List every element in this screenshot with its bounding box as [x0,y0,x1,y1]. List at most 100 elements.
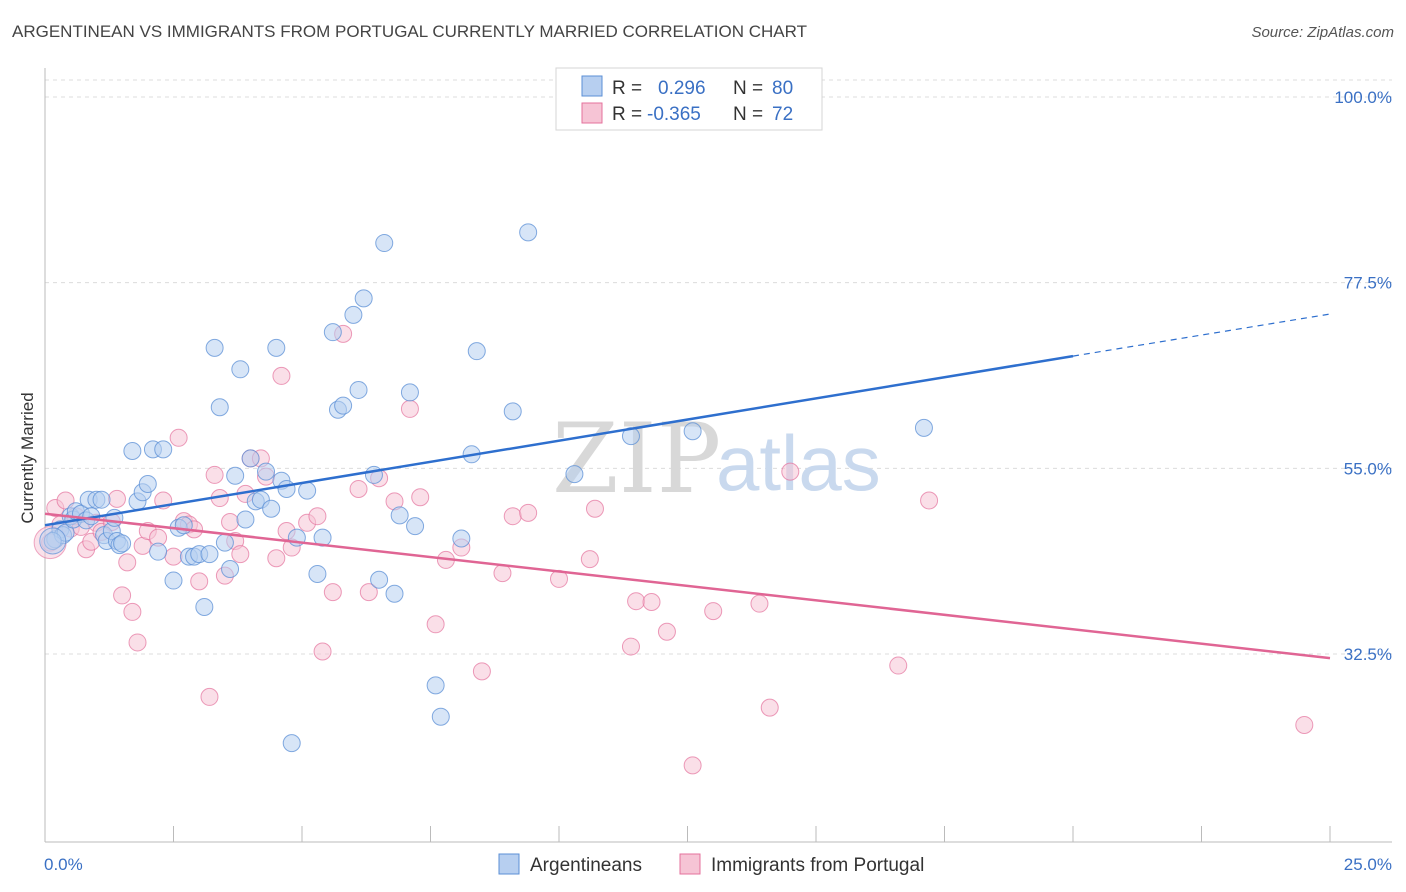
data-point-argentineans [914,418,933,437]
data-point-portugal [359,583,378,602]
data-point-argentineans [221,560,240,579]
bottom-legend-swatch-portugal [679,853,701,875]
data-point-portugal [704,602,723,621]
data-point-argentineans [431,707,450,726]
data-point-argentineans [334,396,353,415]
data-point-argentineans [503,402,522,421]
data-point-portugal [267,549,286,568]
legend: R = 0.296 N = 80 R = -0.365 N = 72 [555,67,823,131]
data-point-argentineans [277,479,296,498]
legend-r-value-2: -0.365 [647,104,701,125]
data-point-argentineans [262,499,281,518]
data-point-argentineans [92,490,111,509]
data-point-portugal [627,592,646,611]
data-point-argentineans [123,442,142,461]
bottom-legend: Argentineans Immigrants from Portugal [498,853,924,876]
data-point-portugal [426,615,445,634]
data-point-portugal [781,462,800,481]
legend-r-value-1: 0.296 [658,78,706,99]
data-point-argentineans [226,466,245,485]
axes [44,68,1392,843]
data-point-argentineans [344,305,363,324]
data-point-argentineans [195,597,214,616]
data-point-portugal [164,547,183,566]
data-point-portugal [519,503,538,522]
legend-swatch-pink [581,102,603,124]
bottom-legend-portugal: Immigrants from Portugal [711,855,924,876]
data-point-portugal [118,553,137,572]
trend-line-portugal [44,512,1331,660]
data-point-portugal [221,512,240,531]
data-point-portugal [349,479,368,498]
data-point-argentineans [138,475,157,494]
data-point-portugal [205,465,224,484]
data-point-portugal [760,698,779,717]
data-point-argentineans [375,234,394,253]
data-point-argentineans [282,734,301,753]
data-point-argentineans [241,449,260,468]
source-label: Source: ZipAtlas.com [1251,24,1394,41]
data-point-argentineans [385,584,404,603]
data-point-argentineans [400,383,419,402]
trend-line-argentineans [44,354,1074,527]
data-point-portugal [889,656,908,675]
data-point-portugal [1295,715,1314,734]
data-point-portugal [200,687,219,706]
data-point-argentineans [323,323,342,342]
data-point-argentineans [565,465,584,484]
data-point-portugal [323,583,342,602]
legend-n-value-2: 72 [772,104,793,125]
watermark: ZIP atlas [552,403,881,515]
data-point-argentineans [113,534,132,553]
data-point-argentineans [390,506,409,525]
bottom-legend-argentineans: Argentineans [530,855,642,876]
data-point-argentineans [308,564,327,583]
data-point-argentineans [354,289,373,308]
x-tick-label-min: 0.0% [44,855,83,874]
data-point-argentineans [200,545,219,564]
legend-r-label-2: R = [612,104,642,125]
data-point-argentineans [257,462,276,481]
data-point-portugal [750,594,769,613]
data-point-argentineans [426,676,445,695]
data-point-argentineans [215,533,234,552]
trend-lines [44,313,1331,660]
bottom-legend-swatch-argentineans [498,853,520,875]
data-point-portugal [472,662,491,681]
data-point-argentineans [39,527,67,555]
data-point-argentineans [298,481,317,500]
y-tick-label: 100.0% [1334,88,1392,107]
legend-n-label-1: N = [733,78,763,99]
watermark-zip: ZIP [552,403,721,515]
data-point-portugal [231,545,250,564]
data-point-argentineans [683,422,702,441]
y-tick-label: 77.5% [1344,274,1392,293]
data-point-portugal [621,637,640,656]
data-point-portugal [313,642,332,661]
data-point-argentineans [467,342,486,361]
data-point-portugal [642,593,661,612]
y-tick-label: 55.0% [1344,459,1392,478]
data-point-portugal [308,507,327,526]
data-point-portugal [920,491,939,510]
data-point-argentineans [236,510,255,529]
data-point-argentineans [519,223,538,242]
y-tick-labels: 32.5% 55.0% 77.5% 100.0% [1334,88,1392,664]
data-point-portugal [657,622,676,641]
x-tick-label-max: 25.0% [1344,855,1392,874]
trend-line-argentineans-extension [1072,313,1331,357]
data-point-portugal [169,428,188,447]
data-point-portugal [107,489,126,508]
data-point-portugal [128,633,147,652]
data-point-argentineans [267,338,286,357]
data-point-portugal [493,564,512,583]
legend-n-label-2: N = [733,104,763,125]
y-tick-label: 32.5% [1344,645,1392,664]
data-point-portugal [190,572,209,591]
data-point-argentineans [210,398,229,417]
data-point-argentineans [406,517,425,536]
data-point-argentineans [231,360,250,379]
data-point-portugal [683,756,702,775]
data-point-portugal [123,602,142,621]
